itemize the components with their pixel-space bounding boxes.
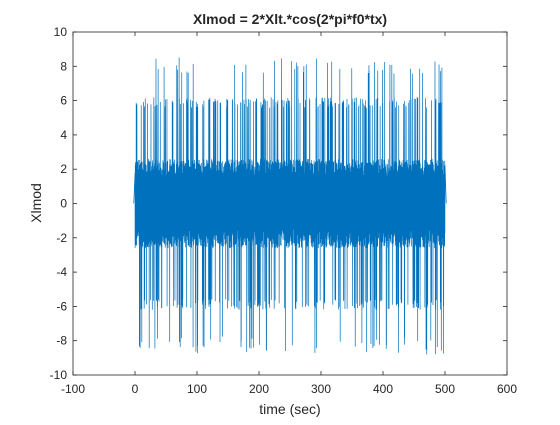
series-line [133, 57, 447, 355]
chart-title: Xlmod = 2*Xlt.*cos(2*pi*f0*tx) [193, 11, 387, 27]
x-axis-label: time (sec) [259, 401, 320, 417]
y-tick-label: 0 [60, 197, 67, 211]
y-tick-label: 4 [60, 128, 67, 142]
y-axis-label: Xlmod [28, 183, 44, 223]
x-tick-label: 100 [187, 382, 207, 396]
y-tick-label: 8 [60, 59, 67, 73]
y-tick-label: -4 [56, 265, 67, 279]
x-tick-label: 400 [373, 382, 393, 396]
y-tick-label: 2 [60, 162, 67, 176]
y-tick-label: 6 [60, 94, 67, 108]
x-tick-label: 300 [311, 382, 331, 396]
x-tick-label: 0 [132, 382, 139, 396]
x-tick-label: 200 [249, 382, 269, 396]
y-tick-label: -2 [56, 231, 67, 245]
ticks-layer: -100 0 100 200 300 400 500 600 -10 -8 -6 -4 -2 0 2 4 6 8 1… [50, 25, 518, 396]
x-tick-label: 600 [497, 382, 517, 396]
y-tick-label: -10 [50, 368, 68, 382]
x-tick-label: -100 [61, 382, 85, 396]
y-tick-label: -8 [56, 334, 67, 348]
data-layer [133, 57, 447, 355]
x-tick-label: 500 [435, 382, 455, 396]
y-tick-label: 10 [54, 25, 68, 39]
y-tick-label: -6 [56, 299, 67, 313]
